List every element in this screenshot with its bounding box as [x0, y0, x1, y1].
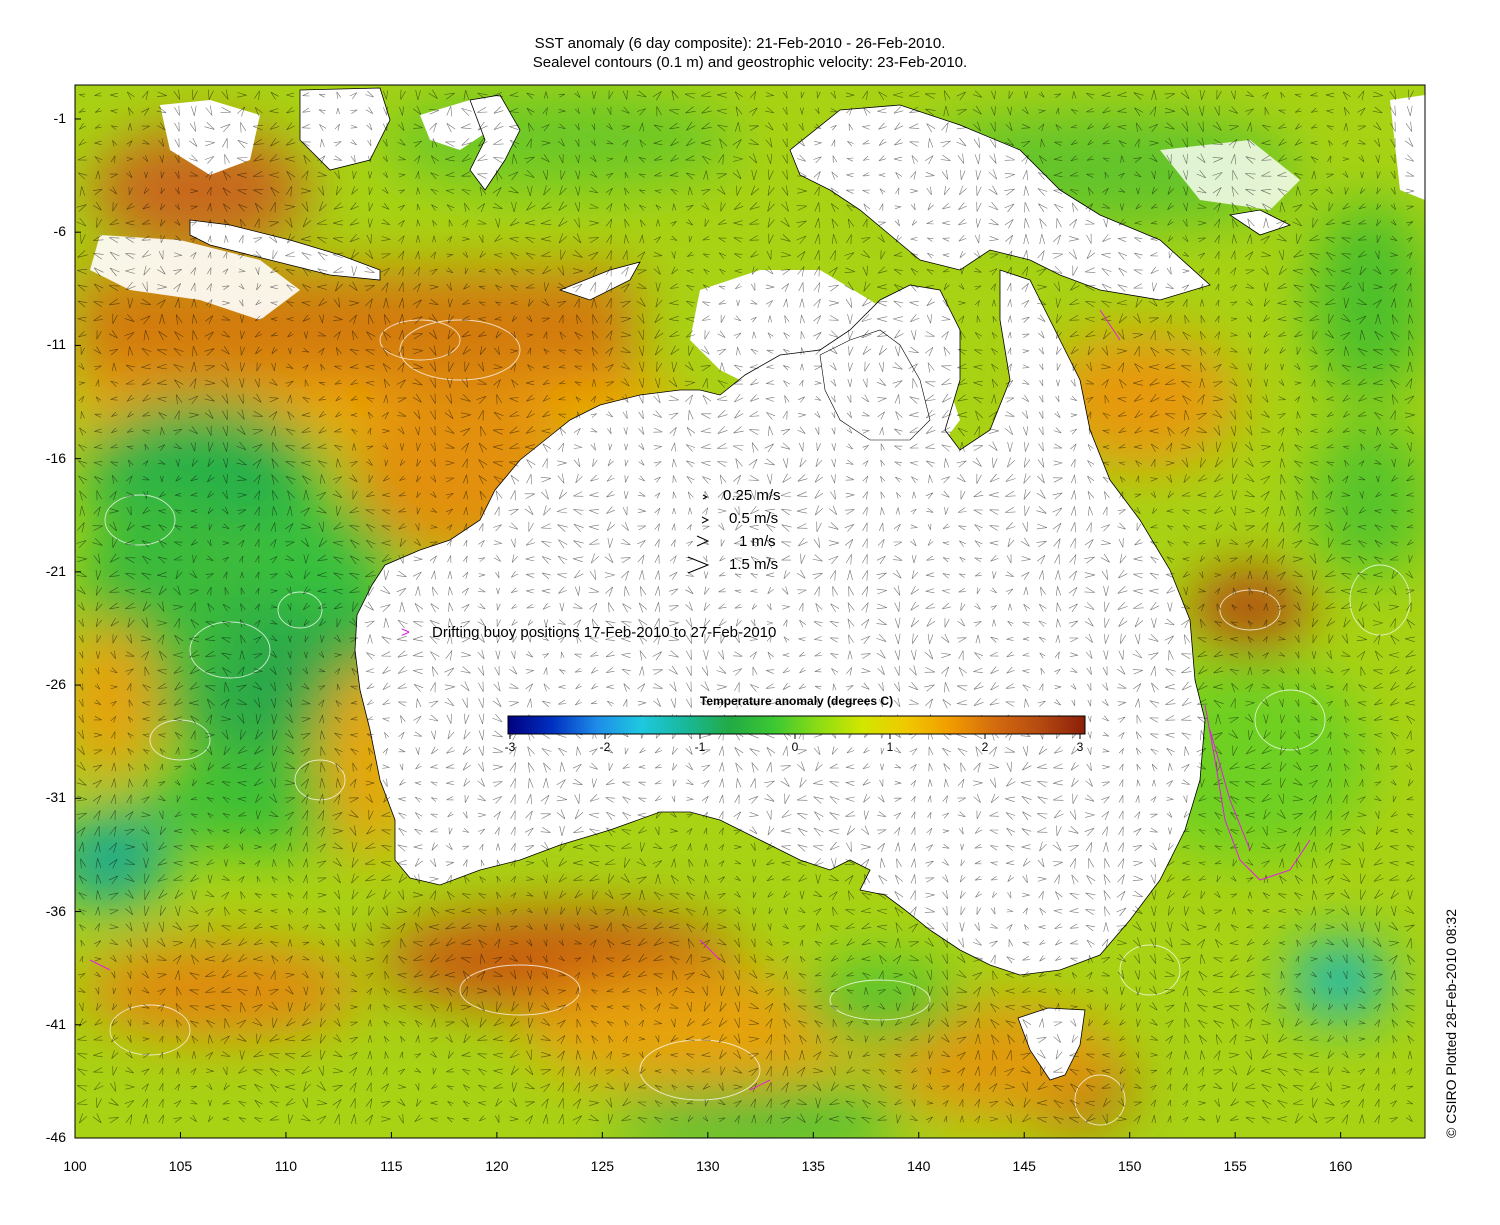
lat-tick-label: -36 [45, 902, 66, 919]
lat-tick-label: -16 [45, 449, 66, 466]
lon-tick-label: 140 [907, 1158, 931, 1174]
colorbar-tick-label: 0 [791, 740, 799, 754]
title-line-2: Sealevel contours (0.1 m) and geostrophi… [532, 54, 968, 71]
lat-tick-label: -26 [45, 676, 66, 693]
velocity-legend-label-3: 1 m/s [739, 533, 776, 550]
lat-tick-label: -31 [45, 789, 66, 806]
colorbar-tick-label: -2 [599, 740, 611, 754]
velocity-arrow-025 [702, 494, 709, 500]
australia-mainland [354, 269, 1206, 976]
colorbar-tick-label: -3 [504, 740, 516, 754]
lat-tick-label: -41 [45, 1015, 66, 1032]
lat-tick-label: -11 [46, 336, 66, 353]
velocity-legend-arrows [687, 494, 710, 574]
colorbar [507, 715, 1086, 735]
velocity-arrow-05 [701, 516, 710, 524]
borneo [299, 87, 391, 171]
axis-tick-marks [74, 118, 1342, 1139]
java [189, 219, 381, 281]
lon-tick-label: 110 [274, 1158, 298, 1174]
new-guinea [789, 104, 1211, 301]
colorbar-tick-label: -1 [694, 740, 706, 754]
lon-tick-label: 100 [63, 1158, 87, 1174]
colorbar-tick-label: 2 [981, 740, 989, 754]
velocity-arrow-1 [696, 535, 710, 547]
buoy-legend-symbol: > [401, 624, 410, 641]
lon-tick-label: 120 [485, 1158, 509, 1174]
velocity-arrow-15 [687, 556, 710, 574]
buoy-tracks [89, 309, 1311, 1091]
tasmania [1017, 1007, 1086, 1081]
lon-tick-label: 155 [1223, 1158, 1247, 1174]
buoy-legend-label: Drifting buoy positions 17-Feb-2010 to 2… [432, 624, 777, 641]
lon-tick-label: 145 [1012, 1158, 1036, 1174]
velocity-arrows [76, 89, 1416, 1125]
colorbar-tick-label: 1 [886, 740, 894, 754]
lon-tick-label: 130 [696, 1158, 720, 1174]
title-line-1: SST anomaly (6 day composite): 21-Feb-20… [534, 35, 946, 52]
velocity-legend-label-1: 0.25 m/s [723, 487, 781, 504]
lon-tick-label: 125 [590, 1158, 615, 1174]
lon-tick-label: 160 [1328, 1158, 1353, 1174]
lon-tick-label: 115 [380, 1158, 403, 1174]
landmasses [189, 87, 1292, 1081]
geostrophic-velocity-field [76, 89, 1416, 1125]
lat-tick-label: -6 [53, 223, 66, 240]
lon-tick-label: 135 [801, 1158, 825, 1174]
lat-tick-label: -46 [45, 1129, 66, 1145]
sulawesi [469, 94, 521, 191]
colorbar-ticks [509, 734, 1081, 739]
colorbar-title: Temperature anomaly (degrees C) [699, 694, 894, 708]
map-frame [74, 84, 1426, 1139]
timor [558, 261, 641, 301]
velocity-legend-label-2: 0.5 m/s [729, 510, 779, 527]
lat-tick-label: -1 [53, 109, 66, 126]
lat-tick-label: -21 [45, 562, 66, 579]
lon-tick-label: 105 [168, 1158, 193, 1174]
velocity-legend-label-4: 1.5 m/s [729, 556, 779, 573]
colorbar-tick-label: 3 [1076, 740, 1084, 754]
copyright-text: © CSIRO Plotted 28-Feb-2010 08:32 [1443, 909, 1459, 1138]
lon-tick-label: 150 [1118, 1158, 1142, 1174]
gulf-of-carpentaria [819, 329, 931, 441]
